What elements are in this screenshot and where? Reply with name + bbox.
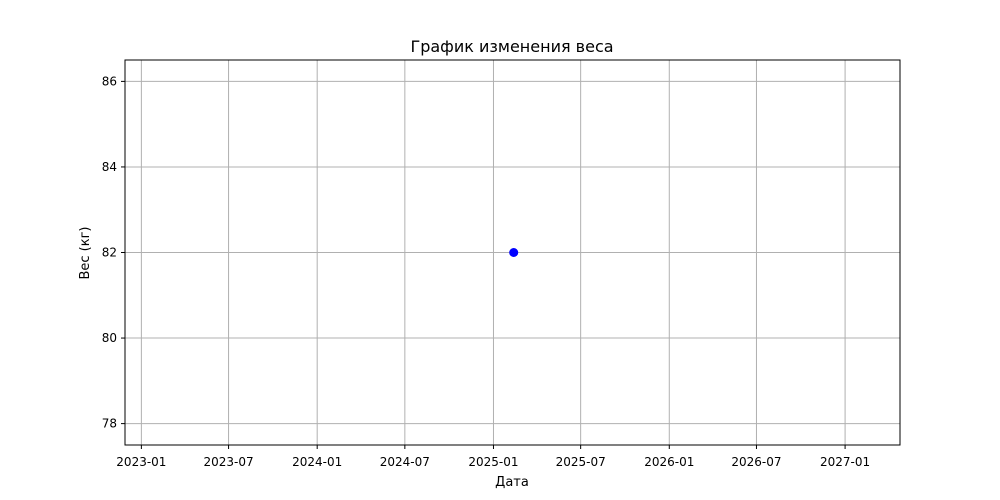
x-tick-label: 2025-07 (556, 455, 606, 469)
x-tick-label: 2023-01 (116, 455, 166, 469)
y-tick-label: 86 (102, 74, 117, 88)
chart-title: График изменения веса (410, 37, 613, 56)
y-tick-label: 82 (102, 246, 117, 260)
x-tick-label: 2024-07 (380, 455, 430, 469)
x-tick-label: 2026-01 (644, 455, 694, 469)
y-axis-label: Вес (кг) (78, 226, 93, 279)
grid-lines (125, 60, 900, 445)
x-axis-label: Дата (495, 475, 529, 490)
data-series (509, 248, 519, 257)
x-tick-label: 2026-07 (731, 455, 781, 469)
y-tick-label: 80 (102, 331, 117, 345)
x-tick-label: 2024-01 (292, 455, 342, 469)
y-tick-label: 78 (102, 417, 117, 431)
data-point (509, 248, 519, 257)
x-tick-label: 2023-07 (203, 455, 253, 469)
x-axis: 2023-01 2023-07 2024-01 2024-07 2025-01 2025-… (116, 445, 870, 469)
y-axis: 78 80 82 84 86 (102, 74, 125, 431)
y-tick-label: 84 (102, 160, 117, 174)
x-tick-label: 2025-01 (468, 455, 518, 469)
x-tick-label: 2027-01 (820, 455, 870, 469)
